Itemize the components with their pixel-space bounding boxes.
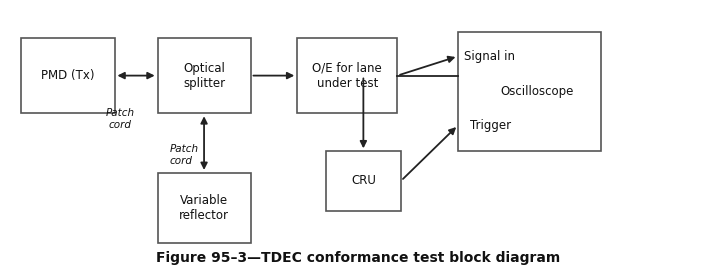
FancyBboxPatch shape [158,173,251,243]
FancyBboxPatch shape [458,32,601,151]
Text: Optical
splitter: Optical splitter [183,62,225,90]
FancyBboxPatch shape [297,38,397,113]
Text: CRU: CRU [351,174,376,187]
FancyBboxPatch shape [326,151,401,211]
Text: Oscilloscope: Oscilloscope [500,85,574,98]
FancyBboxPatch shape [158,38,251,113]
Text: PMD (Tx): PMD (Tx) [42,69,95,82]
Text: Signal in: Signal in [464,50,515,63]
Text: Patch
cord: Patch cord [106,108,135,130]
Text: Trigger: Trigger [470,119,511,131]
Text: Patch
cord: Patch cord [170,144,199,166]
FancyBboxPatch shape [21,38,115,113]
Text: Figure 95–3—TDEC conformance test block diagram: Figure 95–3—TDEC conformance test block … [156,251,560,265]
Text: O/E for lane
under test: O/E for lane under test [312,62,382,90]
Text: Variable
reflector: Variable reflector [179,194,229,222]
